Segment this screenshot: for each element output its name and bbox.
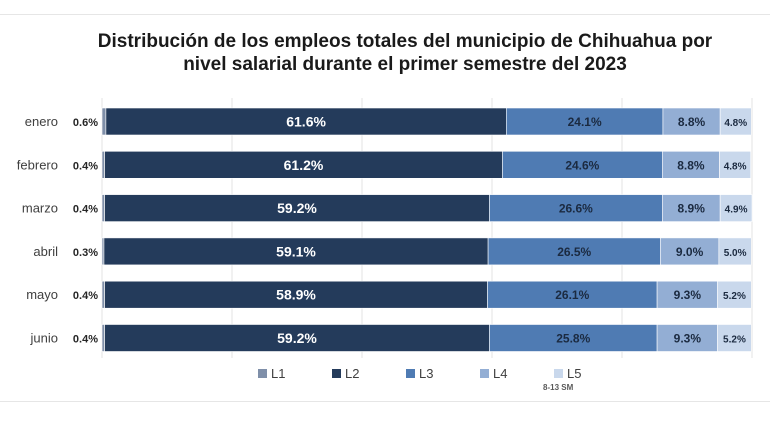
bar-l3 [489, 194, 663, 222]
legend-label: L2 [345, 366, 360, 381]
bar-l5 [719, 194, 753, 222]
data-label-l3: 25.8% [556, 332, 590, 346]
data-label-l1: 0.4% [73, 160, 98, 172]
category-label: febrero [17, 157, 58, 172]
bar-l5 [718, 237, 752, 266]
category-label: enero [25, 114, 58, 129]
bar-l2 [103, 237, 489, 266]
data-label-l1: 0.4% [73, 290, 98, 302]
data-label-l3: 24.6% [565, 158, 599, 172]
bar-l1 [101, 107, 107, 136]
bar-l4 [656, 280, 718, 309]
data-label-l2: 59.2% [277, 200, 317, 216]
bar-l2 [104, 151, 503, 179]
category-label: marzo [22, 201, 58, 216]
data-label-l5: 5.0% [724, 248, 747, 259]
chart-legend: L1 L2 L3 L4 L5 [258, 366, 628, 381]
legend-label: L5 [567, 366, 582, 381]
legend-item-l2: L2 [332, 366, 406, 381]
legend-label: L4 [493, 366, 508, 381]
category-label: junio [30, 331, 58, 346]
bar-l5 [717, 324, 752, 352]
chart-title: Distribución de los empleos totales del … [40, 30, 770, 76]
bar-l1 [101, 194, 105, 222]
data-label-l4: 8.8% [677, 158, 705, 172]
bar-l4 [656, 324, 718, 352]
data-label-l1: 0.4% [73, 334, 98, 346]
category-label: mayo [26, 287, 58, 302]
legend-swatch [258, 369, 267, 378]
bar-l5 [719, 151, 752, 179]
data-label-l4: 8.9% [678, 202, 706, 216]
bar-l2 [104, 280, 488, 309]
chart-title-line-2: nivel salarial durante el primer semestr… [183, 54, 627, 75]
bar-l3 [487, 280, 658, 309]
bar-l4 [662, 107, 721, 136]
data-label-l2: 59.1% [276, 243, 316, 259]
data-label-l3: 26.1% [555, 288, 589, 302]
bar-l3 [489, 324, 658, 352]
data-label-l5: 4.8% [724, 118, 747, 129]
data-label-l5: 5.2% [723, 335, 746, 346]
bar-l3 [502, 151, 663, 179]
frame-top-line [0, 14, 770, 15]
chart-title-line-1: Distribución de los empleos totales del … [97, 31, 713, 52]
bar-l2 [104, 324, 490, 352]
legend-item-l1: L1 [258, 366, 332, 381]
data-label-l4: 9.0% [676, 245, 704, 259]
data-label-l4: 9.3% [674, 332, 702, 346]
bar-l4 [660, 237, 720, 266]
bar-l1 [101, 324, 105, 352]
legend-item-l4: L4 [480, 366, 554, 381]
legend-item-l3: L3 [406, 366, 480, 381]
data-label-l4: 9.3% [674, 288, 702, 302]
bar-l4 [661, 194, 721, 222]
category-label: abril [33, 244, 58, 259]
data-label-l2: 61.2% [284, 157, 324, 173]
bar-l4 [661, 151, 720, 179]
legend-swatch [332, 369, 341, 378]
data-label-l1: 0.6% [73, 117, 98, 129]
data-label-l1: 0.3% [73, 247, 98, 259]
data-label-l5: 5.2% [723, 291, 746, 302]
legend-swatch [480, 369, 489, 378]
bar-l3 [505, 107, 664, 136]
data-label-l3: 24.1% [568, 115, 602, 129]
bar-l3 [487, 237, 661, 266]
bar-l5 [719, 107, 752, 136]
data-label-l4: 8.8% [678, 115, 706, 129]
bar-l1 [101, 280, 105, 309]
data-label-l2: 59.2% [277, 330, 317, 346]
bar-l2 [104, 194, 490, 222]
legend-label: L3 [419, 366, 434, 381]
legend-item-l5: L5 [554, 366, 628, 381]
data-label-l5: 4.9% [725, 205, 748, 216]
legend-swatch [406, 369, 415, 378]
legend-label: L1 [271, 366, 286, 381]
data-label-l5: 4.8% [724, 161, 747, 172]
data-label-l3: 26.6% [559, 202, 593, 216]
data-label-l2: 58.9% [276, 287, 316, 303]
data-label-l3: 26.5% [557, 245, 591, 259]
bar-l1 [101, 151, 105, 179]
data-label-l2: 61.6% [286, 114, 326, 130]
frame-bottom-line [0, 401, 770, 402]
legend-swatch [554, 369, 563, 378]
bar-l5 [717, 280, 752, 309]
legend-note: 8-13 SM [543, 383, 574, 392]
data-label-l1: 0.4% [73, 204, 98, 216]
